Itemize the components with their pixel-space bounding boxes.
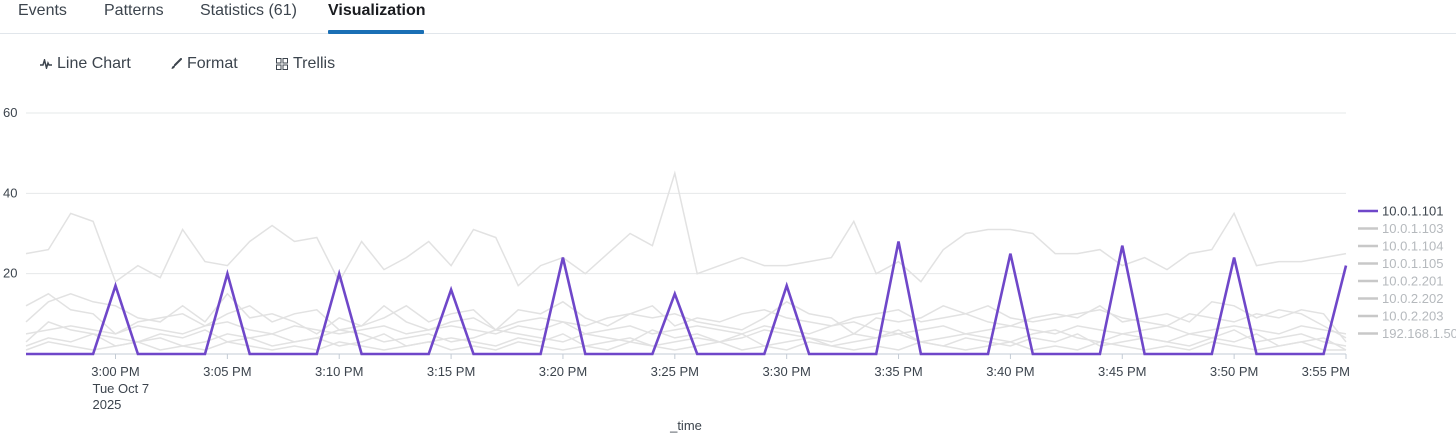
format-label: Format <box>187 55 238 72</box>
series-line-10-0-1-101[interactable] <box>26 241 1348 356</box>
series-line-192-168-1-50[interactable] <box>25 341 1346 351</box>
x-axis-title: _time <box>669 418 702 433</box>
tab-patterns[interactable]: Patterns <box>104 2 164 19</box>
line-chart-icon <box>40 59 52 69</box>
legend-item[interactable]: 10.0.2.203 <box>1382 309 1443 324</box>
legend-item[interactable]: 10.0.1.105 <box>1382 256 1443 271</box>
x-tick-label: 3:30 PM <box>762 364 810 379</box>
active-tab-indicator <box>328 30 424 34</box>
x-tick-label: 3:35 PM <box>874 364 922 379</box>
x-tick-label: 3:10 PM <box>315 364 363 379</box>
tab-statistics[interactable]: Statistics (61) <box>200 2 297 19</box>
y-tick-label: 20 <box>3 266 17 281</box>
trellis-button[interactable]: Trellis <box>276 55 335 73</box>
legend-item[interactable]: 10.0.1.104 <box>1382 239 1443 254</box>
legend-item[interactable]: 10.0.2.201 <box>1382 274 1443 289</box>
x-tick-label: 3:20 PM <box>539 364 587 379</box>
tab-bar: Events Patterns Statistics (61) Visualiz… <box>0 0 1456 34</box>
line-chart-button[interactable]: Line Chart <box>40 55 131 73</box>
x-tick-label: 3:55 PM <box>1302 364 1350 379</box>
series-line-10-0-1-104[interactable] <box>25 292 1347 339</box>
y-tick-label: 60 <box>3 105 17 120</box>
series-line-10-0-1-103[interactable] <box>25 170 1347 287</box>
date-label: Tue Oct 7 <box>92 381 149 396</box>
legend-item[interactable]: 192.168.1.50 <box>1382 326 1456 341</box>
x-tick-label: 3:15 PM <box>427 364 475 379</box>
legend-item[interactable]: 10.0.2.202 <box>1382 291 1443 306</box>
x-tick-label: 3:50 PM <box>1210 364 1258 379</box>
date-label: 2025 <box>92 397 121 412</box>
x-tick-label: 3:40 PM <box>986 364 1034 379</box>
format-button[interactable]: Format <box>170 55 238 73</box>
line-chart-label: Line Chart <box>57 55 131 72</box>
legend-item[interactable]: 10.0.1.101 <box>1382 204 1443 219</box>
tab-events[interactable]: Events <box>18 2 67 19</box>
y-tick-label: 40 <box>3 185 17 200</box>
x-tick-label: 3:45 PM <box>1098 364 1146 379</box>
trellis-label: Trellis <box>293 55 336 72</box>
tab-visualization[interactable]: Visualization <box>328 2 426 19</box>
grid-icon <box>276 58 288 70</box>
paintbrush-icon <box>170 58 182 70</box>
series-line-10-0-2-203[interactable] <box>25 321 1347 335</box>
x-tick-label: 3:00 PM <box>91 364 139 379</box>
legend-item[interactable]: 10.0.1.103 <box>1382 221 1443 236</box>
x-tick-label: 3:05 PM <box>203 364 251 379</box>
x-tick-label: 3:25 PM <box>651 364 699 379</box>
